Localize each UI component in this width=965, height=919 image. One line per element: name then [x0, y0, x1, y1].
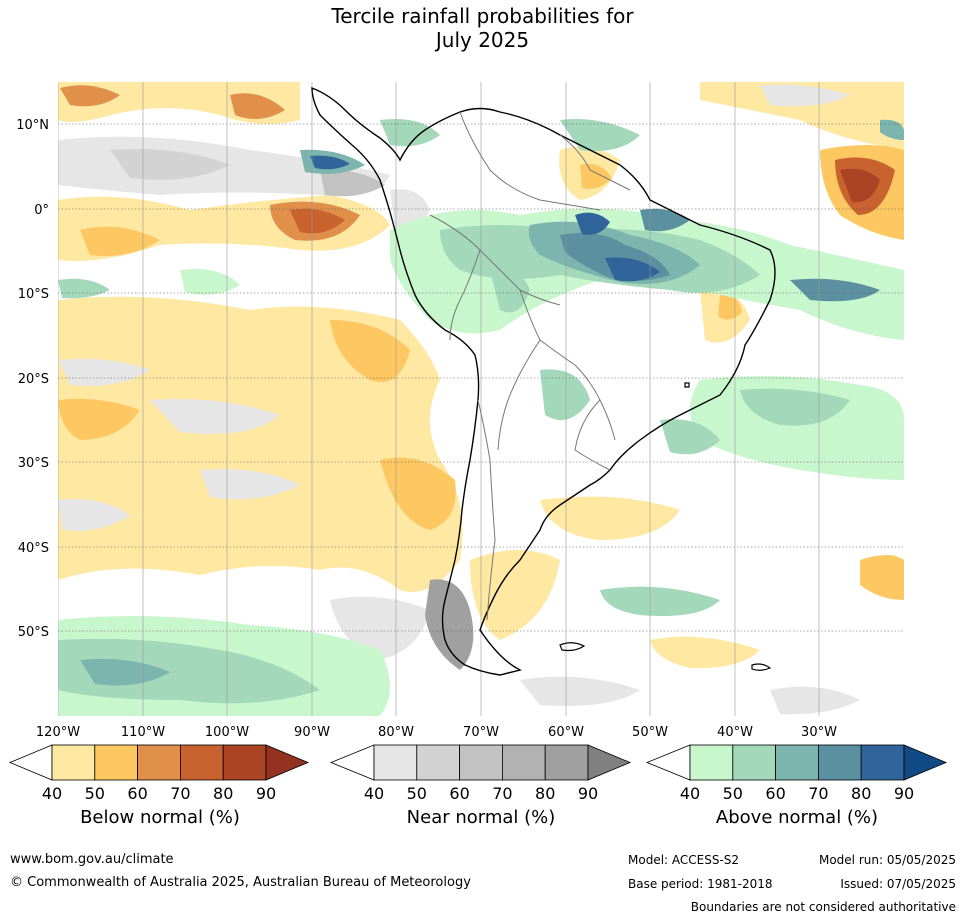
colorbar-tick-label: 50	[85, 784, 105, 803]
lon-label: 70°W	[463, 725, 499, 740]
colorbar-title-below: Below normal (%)	[80, 807, 240, 828]
colorbar-segment	[860, 744, 905, 781]
colorbar-near-normal: 40 50 60 70 80 90	[329, 744, 632, 803]
colorbar-above-normal: 40 50 60 70 80 90	[645, 744, 948, 803]
colorbar-segment	[373, 744, 418, 781]
lon-label: 80°W	[378, 725, 414, 740]
map-title-line2: July 2025	[435, 28, 530, 52]
map-title-line1: Tercile rainfall probabilities for	[331, 4, 634, 28]
website-link[interactable]: www.bom.gov.au/climate	[10, 852, 174, 867]
lon-label: 50°W	[632, 725, 668, 740]
colorbar-extend-low	[8, 744, 53, 781]
lat-label: 30°S	[18, 456, 49, 471]
colorbar-tick-label: 40	[42, 784, 62, 803]
colorbar-segment	[179, 744, 224, 781]
map-title: Tercile rainfall probabilities for July …	[0, 4, 965, 52]
colorbar-tick-label: 80	[851, 784, 871, 803]
colorbar-tick-label: 80	[213, 784, 233, 803]
colorbar-segment	[501, 744, 546, 781]
base-period-text: Base period: 1981-2018	[628, 877, 773, 891]
colorbar-title-above: Above normal (%)	[715, 807, 879, 828]
country-borders	[429, 111, 631, 621]
colorbar-extend-high	[587, 744, 632, 781]
lat-label: 50°S	[18, 625, 49, 640]
south-america-coastline	[311, 86, 776, 676]
meridians	[58, 82, 820, 716]
colorbar-tick-label: 60	[449, 784, 469, 803]
below-normal-fields	[58, 82, 904, 669]
disclaimer-text: Boundaries are not considered authoritat…	[690, 900, 956, 914]
colorbar-tick-label: 60	[127, 784, 147, 803]
model-run-text: Model run: 05/05/2025	[818, 853, 956, 867]
colorbar-segment	[416, 744, 460, 781]
colorbar-extend-high	[903, 744, 948, 781]
gridlines	[58, 123, 904, 632]
issued-text: Issued: 07/05/2025	[840, 877, 956, 891]
longitude-labels: 120°W 110°W 100°W 90°W 80°W 70°W 60°W 50…	[36, 725, 837, 740]
lon-label: 60°W	[548, 725, 584, 740]
colorbar-tick-label: 40	[364, 784, 384, 803]
colorbar-tick-label: 90	[894, 784, 914, 803]
colorbar-tick-label: 50	[723, 784, 743, 803]
lon-label: 90°W	[294, 725, 330, 740]
lat-label: 0°	[34, 203, 49, 218]
colorbar-tick-label: 40	[680, 784, 700, 803]
lat-label: 10°S	[18, 287, 49, 302]
colorbar-segment	[222, 744, 267, 781]
colorbar-extend-high	[265, 744, 310, 781]
lat-label: 20°S	[18, 372, 49, 387]
lon-label: 110°W	[121, 725, 165, 740]
colorbar-tick-label: 80	[535, 784, 555, 803]
lon-label: 30°W	[801, 725, 837, 740]
lon-label: 100°W	[205, 725, 249, 740]
lon-label: 40°W	[717, 725, 753, 740]
colorbar-tick-label: 90	[256, 784, 276, 803]
lat-label: 40°S	[18, 541, 49, 556]
colorbar-segment	[459, 744, 503, 781]
colorbar-segment	[544, 744, 589, 781]
colorbar-segment	[689, 744, 734, 781]
colorbar-segment	[818, 744, 862, 781]
colorbar-segment	[732, 744, 776, 781]
colorbar-extend-low	[329, 744, 375, 781]
copyright-text: © Commonwealth of Australia 2025, Austra…	[10, 875, 471, 890]
islands	[559, 382, 772, 671]
colorbar-tick-label: 50	[407, 784, 427, 803]
colorbar-segment	[94, 744, 139, 781]
colorbar-segment	[51, 744, 96, 781]
lat-label: 10°N	[16, 118, 49, 133]
colorbar-tick-label: 60	[765, 784, 785, 803]
colorbar-tick-label: 70	[808, 784, 828, 803]
model-text: Model: ACCESS-S2	[628, 853, 740, 867]
latitude-labels: 10°N 0° 10°S 20°S 30°S 40°S 50°S	[16, 118, 49, 640]
above-normal-fields	[58, 119, 904, 716]
colorbar-segment	[137, 744, 181, 781]
colorbar-tick-label: 90	[578, 784, 598, 803]
colorbar-tick-label: 70	[170, 784, 190, 803]
colorbar-tick-label: 70	[492, 784, 512, 803]
lon-label: 120°W	[36, 725, 80, 740]
map-area	[58, 82, 904, 716]
colorbar-title-near: Near normal (%)	[406, 807, 556, 828]
colorbar-below-normal: 40 50 60 70 80 90	[8, 744, 310, 803]
colorbar-extend-low	[645, 744, 691, 781]
colorbar-segment	[775, 744, 819, 781]
